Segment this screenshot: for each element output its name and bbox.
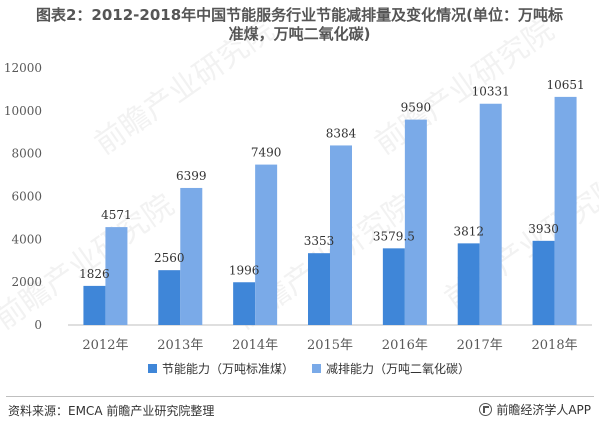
bar-emission-reduction xyxy=(180,187,203,325)
brand-credit: 前瞻经济学人APP xyxy=(479,401,591,418)
y-tick-label: 8000 xyxy=(11,147,42,161)
legend-label: 减排能力（万吨二氧化碳） xyxy=(326,362,470,376)
data-label-energy-saving: 3812 xyxy=(453,224,484,238)
x-tick-label: 2012年 xyxy=(82,338,128,353)
bar-energy-saving xyxy=(158,270,181,325)
data-label-emission-reduction: 10331 xyxy=(472,85,510,99)
bar-emission-reduction xyxy=(105,227,128,325)
x-tick-label: 2017年 xyxy=(457,338,503,353)
chart-title-line-1: 图表2：2012-2018年中国节能服务行业节能减排量及变化情况(单位：万吨标 xyxy=(35,6,564,24)
y-tick-label: 6000 xyxy=(11,190,42,204)
brand-name: 前瞻经济学人APP xyxy=(496,403,591,417)
x-tick-label: 2014年 xyxy=(232,338,278,353)
data-label-energy-saving: 2560 xyxy=(154,251,185,265)
bar-emission-reduction xyxy=(479,103,502,325)
y-tick-label: 2000 xyxy=(11,275,42,289)
data-label-energy-saving: 3930 xyxy=(528,222,559,236)
legend-label: 节能能力（万吨标准煤） xyxy=(162,362,294,376)
x-tick-label: 2013年 xyxy=(157,338,203,353)
source-note: 资料来源：EMCA 前瞻产业研究院整理 xyxy=(8,404,215,418)
data-label-energy-saving: 3579.5 xyxy=(373,229,415,243)
bar-emission-reduction xyxy=(554,96,577,325)
data-label-emission-reduction: 7490 xyxy=(251,146,282,160)
chart-axes: 0 2000 4000 6000 8000 10000 12000 2012年 2013年 201… xyxy=(4,61,592,353)
bar-energy-saving xyxy=(308,253,330,325)
chart-bars xyxy=(83,96,577,325)
footer-divider xyxy=(6,396,594,397)
legend-swatch xyxy=(148,364,157,373)
data-label-emission-reduction: 6399 xyxy=(176,169,207,183)
x-tick-label: 2018年 xyxy=(532,338,578,353)
bar-energy-saving xyxy=(382,248,405,325)
watermark-text: 前瞻产业研究院 xyxy=(369,13,561,162)
bar-chart: 前瞻产业研究院前瞻产业研究院前瞻产业研究院前瞻产业研究院前瞻产业研究院 0200… xyxy=(0,13,599,376)
chart-title: 图表2：2012-2018年中国节能服务行业节能减排量及变化情况(单位：万吨标 … xyxy=(0,6,599,44)
x-tick-label: 2015年 xyxy=(307,338,353,353)
x-tick-label: 2016年 xyxy=(382,338,428,353)
y-tick-label: 0 xyxy=(34,318,42,332)
chart-title-line-2: 准煤，万吨二氧化碳) xyxy=(228,25,371,43)
legend-swatch xyxy=(312,364,321,373)
data-label-energy-saving: 1996 xyxy=(229,263,260,277)
y-tick-label: 12000 xyxy=(4,61,42,75)
y-tick-label: 10000 xyxy=(4,104,42,118)
y-tick-label: 4000 xyxy=(11,232,42,246)
bar-emission-reduction xyxy=(404,119,427,325)
data-label-energy-saving: 1826 xyxy=(79,267,110,281)
data-label-emission-reduction: 9590 xyxy=(401,101,432,115)
bar-energy-saving xyxy=(532,240,555,325)
brand-logo-icon xyxy=(479,403,493,416)
bar-energy-saving xyxy=(83,285,106,325)
chart-data-labels: 1826 2560 1996 3353 3579.5 3812 3930 4571 6399 74… xyxy=(79,78,585,281)
bar-energy-saving xyxy=(457,243,480,325)
data-label-emission-reduction: 4571 xyxy=(101,208,132,222)
bar-emission-reduction xyxy=(330,145,352,325)
data-label-emission-reduction: 10651 xyxy=(546,78,584,92)
watermark-text: 前瞻产业研究院 xyxy=(89,13,281,162)
bar-energy-saving xyxy=(233,282,256,325)
chart-legend: 节能能力（万吨标准煤） 减排能力（万吨二氧化碳） xyxy=(148,362,470,376)
bar-emission-reduction xyxy=(255,164,278,325)
data-label-energy-saving: 3353 xyxy=(304,234,335,248)
data-label-emission-reduction: 8384 xyxy=(326,126,357,140)
